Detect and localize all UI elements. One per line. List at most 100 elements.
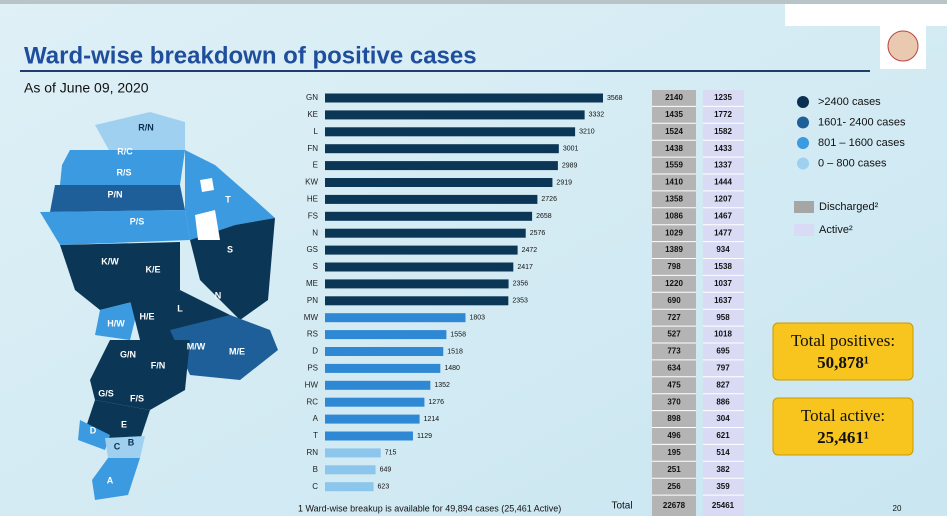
discharged-cell: 2140 [665,93,683,102]
category-label: L [314,127,319,136]
map-blank [195,210,220,240]
total-value: 50,878¹ [817,353,869,372]
legend-label: Active² [819,224,853,236]
active-cell: 1538 [714,262,732,271]
bar [325,161,558,171]
title: Ward-wise breakdown of positive cases [24,42,477,69]
category-label: PN [307,296,318,305]
ward-shape [78,420,110,450]
discharged-cell: 1435 [665,110,683,119]
discharged-cell: 1358 [665,195,683,204]
discharged-cell: 773 [667,347,681,356]
legend-marker [797,157,809,170]
discharged-cell: 1029 [665,228,683,237]
bar [325,194,538,204]
ward-label: E [121,419,127,429]
value-label: 623 [378,484,390,491]
category-label: N [312,228,318,237]
ward-shape [60,242,180,310]
bar [325,296,509,306]
bar [325,144,559,154]
category-label: HW [305,380,319,389]
active-cell: 1037 [714,279,732,288]
value-label: 649 [380,467,392,474]
bar [325,211,533,221]
value-label: 1276 [428,399,444,406]
ward-label: F/S [130,393,144,403]
logo-emblem [887,30,919,62]
value-label: 2472 [522,247,538,254]
discharged-cell: 1389 [665,245,683,254]
bar [325,448,381,458]
active-cell: 1467 [714,211,732,220]
ward-shape [95,300,140,340]
active-cell: 1477 [714,228,732,237]
value-label: 1480 [444,365,460,372]
total-row-label: Total [611,501,632,512]
discharged-cell: 898 [667,414,681,423]
ward-shape [40,210,190,245]
ward-label: C [114,441,121,451]
category-label: A [313,414,319,423]
value-label: 3210 [579,129,595,136]
category-label: HE [307,195,318,204]
active-cell: 1444 [714,178,732,187]
value-label: 2658 [536,213,552,220]
subtitle: As of June 09, 2020 [24,80,149,96]
ward-label: M/E [229,346,245,356]
value-label: 715 [385,450,397,457]
active-cell: 382 [716,465,730,474]
discharged-cell: 1086 [665,211,683,220]
legend-label: 0 – 800 cases [818,157,887,169]
active-cell: 1337 [714,161,732,170]
active-cell: 695 [716,347,730,356]
discharged-cell: 527 [667,330,681,339]
bar [325,465,376,475]
ward-shape [60,150,185,185]
ward-shape [90,340,190,410]
legend-marker [797,96,809,108]
bar [325,110,585,120]
total-label: Total positives: [791,331,895,350]
ward-label: F/N [151,360,166,370]
bar [325,414,420,424]
active-cell: 934 [716,245,730,254]
legend-swatch [794,224,814,236]
page-number: 20 [893,504,902,513]
value-label: 1214 [424,416,440,423]
total-box [772,397,914,456]
ward-label: D [90,425,97,435]
category-label: KE [307,110,318,119]
discharged-cell: 1524 [665,127,683,136]
ward-shape [105,436,145,458]
ward-label: K/E [145,264,160,274]
category-label: FN [307,144,318,153]
discharged-cell: 251 [667,465,681,474]
category-label: S [313,262,318,271]
bar [325,178,553,187]
bar [325,330,447,340]
category-label: KW [305,178,318,187]
value-label: 2919 [556,179,572,186]
discharged-total: 22678 [663,501,686,510]
category-label: MW [304,313,319,322]
discharged-cell: 690 [667,296,681,305]
ward-label: G/N [120,349,136,359]
ward-label: P/N [107,189,122,199]
category-label: C [312,482,318,491]
legend-label: 1601- 2400 cases [818,116,906,128]
ward-label: R/S [116,167,131,177]
ward-label: P/S [130,216,145,226]
ward-label: B [128,437,135,447]
discharged-cell: 1559 [665,161,683,170]
active-cell: 827 [716,380,730,389]
ward-label: K/W [101,256,119,266]
value-label: 2353 [512,298,528,305]
ward-shape [190,218,275,320]
active-cell: 359 [716,482,730,491]
discharged-cell: 1220 [665,279,683,288]
bar [325,347,444,356]
ward-shape [170,315,278,380]
ward-shape [95,112,185,152]
value-label: 1803 [469,315,485,322]
